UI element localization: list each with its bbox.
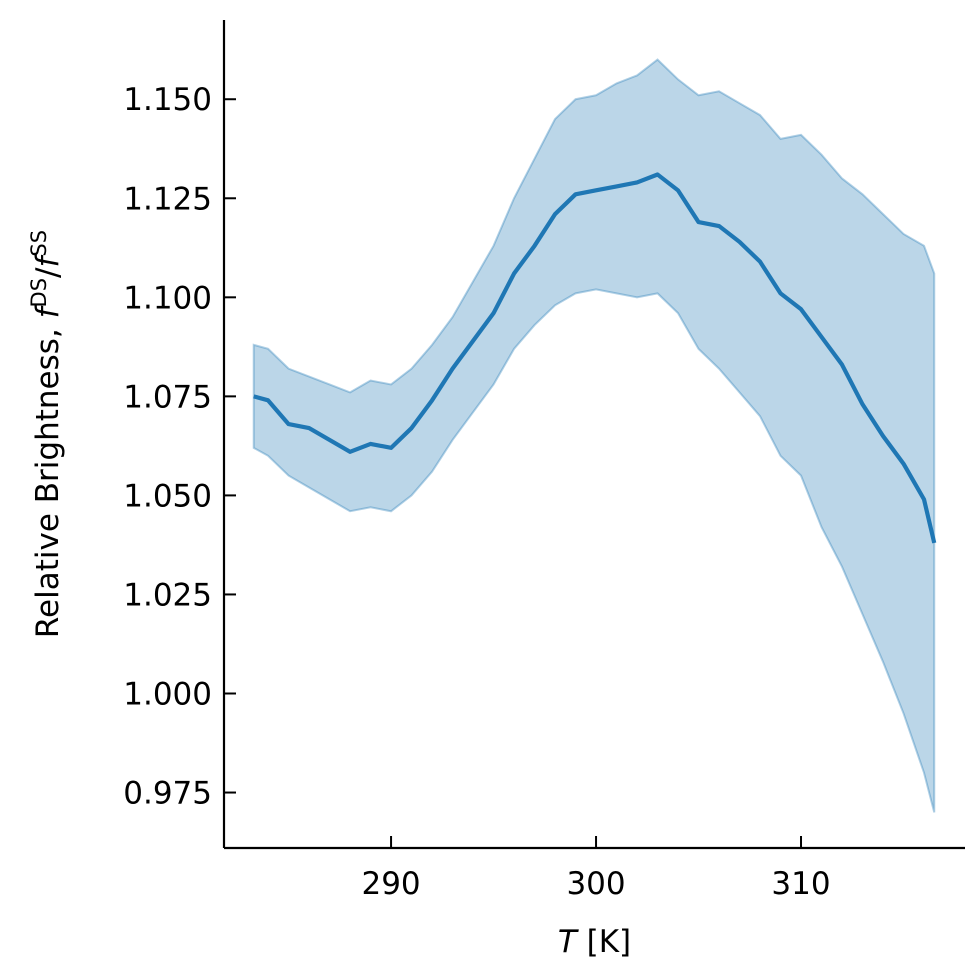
y-tick-label: 1.000: [123, 676, 212, 712]
confidence-band: [252, 58, 936, 813]
x-axis-label-part: T: [558, 924, 579, 960]
y-tick-label: 0.975: [123, 776, 212, 812]
x-axis-label-part: [K]: [577, 924, 631, 960]
mean-line: [253, 172, 937, 544]
x-tick-label: 310: [771, 866, 830, 902]
y-tick-label: 1.150: [123, 82, 212, 118]
x-axis-label: T [K]: [558, 924, 631, 960]
y-tick-label: 1.100: [123, 280, 212, 316]
y-tick-label: 1.125: [123, 181, 212, 217]
y-axis-label-part: SS: [27, 230, 51, 257]
y-tick-label: 1.075: [123, 379, 212, 415]
y-axis-label-part: Relative Brightness,: [30, 318, 66, 638]
y-axis-label-part: /: [30, 267, 66, 278]
y-tick-label: 1.050: [123, 478, 212, 514]
y-tick-label: 1.025: [123, 577, 212, 613]
x-tick-label: 300: [566, 866, 625, 902]
y-axis-label: Relative Brightness, fDS/fSS: [27, 230, 66, 638]
y-axis-label-part: DS: [27, 278, 51, 308]
x-tick-label: 290: [361, 866, 420, 902]
